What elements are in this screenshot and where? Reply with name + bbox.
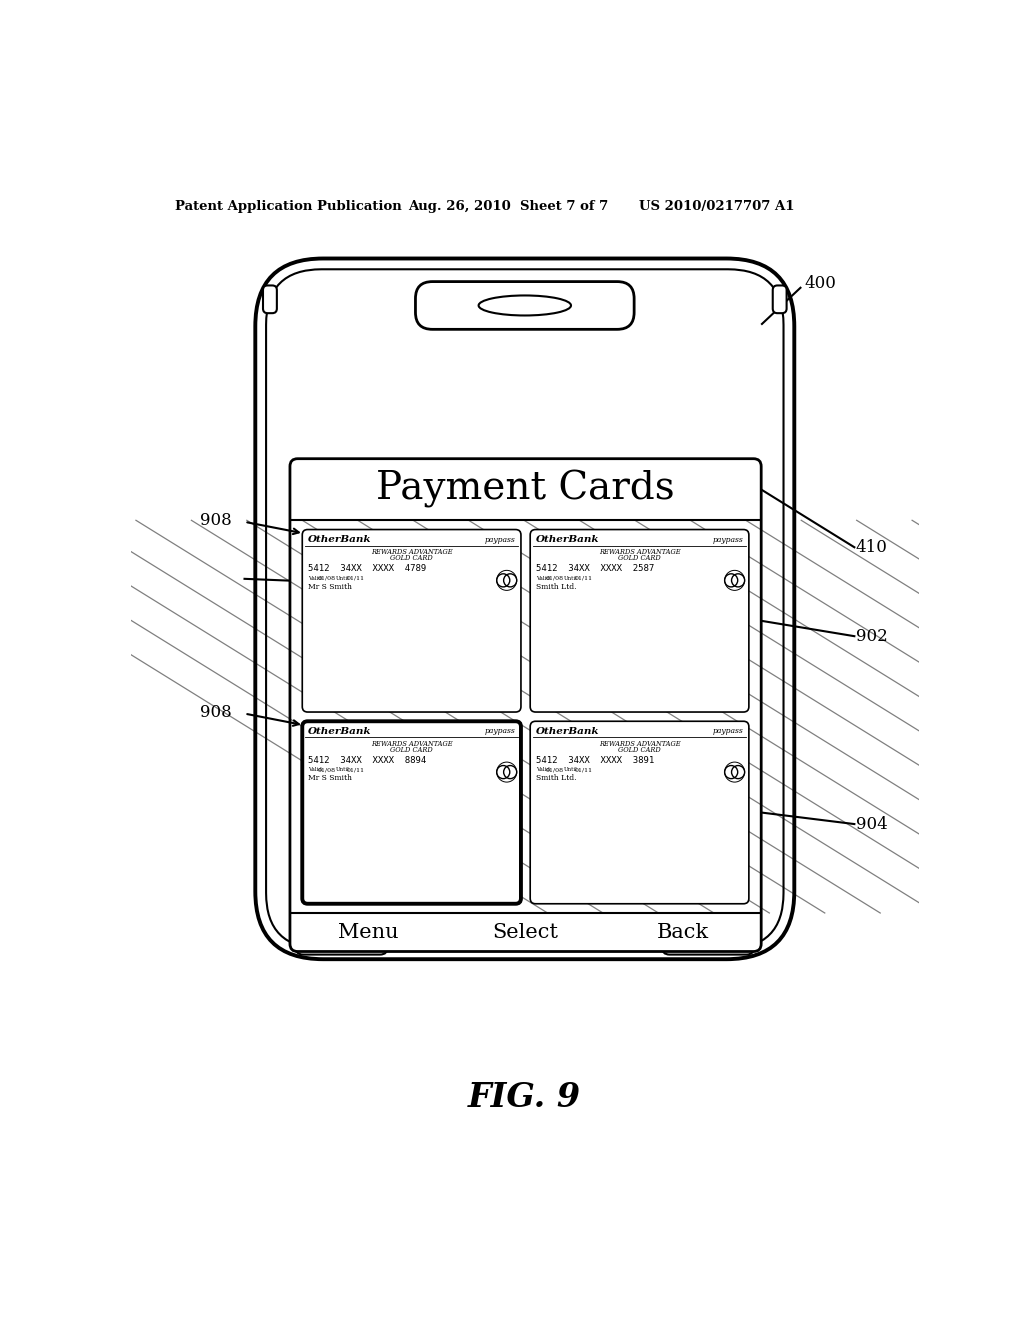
Text: 5412  34XX  XXXX  4789: 5412 34XX XXXX 4789 xyxy=(307,565,426,573)
FancyBboxPatch shape xyxy=(266,269,783,948)
FancyBboxPatch shape xyxy=(255,259,795,960)
Text: 01/11: 01/11 xyxy=(347,767,365,772)
FancyBboxPatch shape xyxy=(290,459,761,952)
Text: OtherBank: OtherBank xyxy=(536,535,599,544)
Text: 01/11: 01/11 xyxy=(574,767,593,772)
Text: Select: Select xyxy=(493,923,558,941)
Text: Payment Cards: Payment Cards xyxy=(376,470,675,508)
Text: Aug. 26, 2010  Sheet 7 of 7: Aug. 26, 2010 Sheet 7 of 7 xyxy=(408,199,608,213)
Text: Back: Back xyxy=(656,923,709,941)
FancyBboxPatch shape xyxy=(302,721,521,904)
Text: paypass: paypass xyxy=(713,727,743,735)
Text: 410: 410 xyxy=(856,539,888,556)
Text: GOLD CARD: GOLD CARD xyxy=(618,554,660,562)
FancyBboxPatch shape xyxy=(530,529,749,711)
Text: OtherBank: OtherBank xyxy=(307,727,372,735)
Text: GOLD CARD: GOLD CARD xyxy=(390,554,433,562)
Text: Valid: Valid xyxy=(536,767,550,772)
FancyBboxPatch shape xyxy=(530,721,749,904)
FancyBboxPatch shape xyxy=(263,285,276,313)
Text: GOLD CARD: GOLD CARD xyxy=(618,746,660,754)
Text: Until: Until xyxy=(336,576,349,581)
Text: 908: 908 xyxy=(200,512,231,529)
Text: REWARDS ADVANTAGE: REWARDS ADVANTAGE xyxy=(371,548,453,556)
Text: 01/08: 01/08 xyxy=(546,576,564,581)
Text: GOLD CARD: GOLD CARD xyxy=(390,746,433,754)
Text: REWARDS ADVANTAGE: REWARDS ADVANTAGE xyxy=(599,548,680,556)
Text: FIG. 9: FIG. 9 xyxy=(468,1081,582,1114)
Text: Until: Until xyxy=(336,767,349,772)
FancyBboxPatch shape xyxy=(773,285,786,313)
Text: 902: 902 xyxy=(856,628,888,644)
Text: Patent Application Publication: Patent Application Publication xyxy=(175,199,402,213)
Text: Valid: Valid xyxy=(307,767,322,772)
Text: 01/11: 01/11 xyxy=(347,576,365,581)
Text: 01/11: 01/11 xyxy=(574,576,593,581)
Text: 400: 400 xyxy=(804,275,837,292)
Text: REWARDS ADVANTAGE: REWARDS ADVANTAGE xyxy=(371,739,453,747)
Text: Smith Ltd.: Smith Ltd. xyxy=(536,775,577,783)
Text: paypass: paypass xyxy=(484,536,515,544)
Text: 5412  34XX  XXXX  8894: 5412 34XX XXXX 8894 xyxy=(307,756,426,766)
Ellipse shape xyxy=(478,296,571,315)
Text: 5412  34XX  XXXX  2587: 5412 34XX XXXX 2587 xyxy=(536,565,654,573)
Text: OtherBank: OtherBank xyxy=(307,535,372,544)
Text: Until: Until xyxy=(563,576,578,581)
Text: 904: 904 xyxy=(856,816,888,833)
Text: REWARDS ADVANTAGE: REWARDS ADVANTAGE xyxy=(599,739,680,747)
Text: paypass: paypass xyxy=(484,727,515,735)
Text: Menu: Menu xyxy=(338,923,398,941)
FancyBboxPatch shape xyxy=(662,935,755,954)
Text: Mr S Smith: Mr S Smith xyxy=(307,775,351,783)
Text: 01/08: 01/08 xyxy=(546,767,564,772)
Text: Valid: Valid xyxy=(536,576,550,581)
FancyBboxPatch shape xyxy=(416,281,634,330)
Text: paypass: paypass xyxy=(713,536,743,544)
FancyBboxPatch shape xyxy=(295,935,388,954)
Text: 01/08: 01/08 xyxy=(317,767,336,772)
Text: 5412  34XX  XXXX  3891: 5412 34XX XXXX 3891 xyxy=(536,756,654,766)
Text: OtherBank: OtherBank xyxy=(536,727,599,735)
Text: Until: Until xyxy=(563,767,578,772)
FancyBboxPatch shape xyxy=(302,529,521,711)
Text: Smith Ltd.: Smith Ltd. xyxy=(536,582,577,590)
Text: US 2010/0217707 A1: US 2010/0217707 A1 xyxy=(639,199,795,213)
Text: 908: 908 xyxy=(200,704,231,721)
Text: 01/08: 01/08 xyxy=(317,576,336,581)
Text: Valid: Valid xyxy=(307,576,322,581)
Text: Mr S Smith: Mr S Smith xyxy=(307,582,351,590)
